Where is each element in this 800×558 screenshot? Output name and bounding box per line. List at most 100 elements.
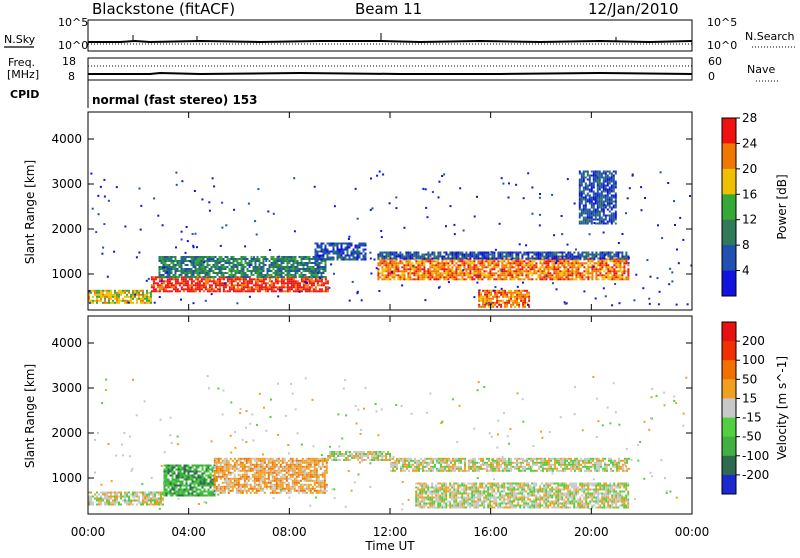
power-cell	[443, 266, 445, 268]
power-cell	[497, 278, 499, 280]
velocity-cell	[158, 498, 160, 500]
power-speckle	[192, 245, 194, 247]
power-cell	[205, 274, 207, 276]
velocity-cell	[266, 488, 268, 490]
velocity-cell	[180, 473, 182, 475]
velocity-cell	[230, 478, 232, 480]
power-cell	[581, 223, 583, 225]
power-cell	[233, 280, 235, 282]
velocity-cell	[270, 460, 272, 462]
power-cell	[605, 217, 607, 219]
velocity-cell	[216, 468, 218, 470]
power-cell	[471, 252, 473, 254]
power-cell	[179, 266, 181, 268]
power-cell	[289, 274, 291, 276]
power-speckle	[186, 226, 188, 228]
power-cell	[315, 270, 317, 272]
power-cell	[215, 260, 217, 262]
velocity-cell	[178, 485, 180, 487]
power-cell	[493, 258, 495, 260]
power-speckle	[539, 214, 541, 216]
power-cell	[591, 260, 593, 262]
power-cell	[275, 270, 277, 272]
power-cell	[555, 254, 557, 256]
velocity-cell	[244, 464, 246, 466]
velocity-cell	[270, 462, 272, 464]
power-cell	[385, 268, 387, 270]
power-cell	[225, 256, 227, 258]
power-y-tick-label: 4000	[51, 132, 82, 146]
power-cell	[435, 270, 437, 272]
power-cell	[239, 288, 241, 290]
power-cell	[411, 272, 413, 274]
power-cell	[583, 223, 585, 225]
power-cell	[255, 268, 257, 270]
power-cell	[136, 298, 138, 300]
power-cell	[241, 256, 243, 258]
velocity-cell	[182, 495, 184, 497]
power-cell	[150, 302, 152, 304]
power-cell	[486, 298, 488, 300]
power-cell	[187, 282, 189, 284]
velocity-cell	[152, 494, 154, 496]
power-speckle	[622, 233, 624, 235]
power-cell	[159, 284, 161, 286]
power-cell	[191, 290, 193, 292]
velocity-cell	[222, 490, 224, 492]
velocity-cell	[106, 494, 108, 496]
power-speckle	[539, 193, 541, 195]
velocity-cell	[272, 474, 274, 476]
velocity-cell	[184, 475, 186, 477]
power-cell	[299, 276, 301, 278]
power-cell	[557, 272, 559, 274]
power-cell	[323, 290, 325, 292]
velocity-cell	[222, 468, 224, 470]
power-cell	[237, 286, 239, 288]
velocity-cell	[168, 471, 170, 473]
power-cell	[419, 262, 421, 264]
power-cell	[619, 274, 621, 276]
power-colorbar-swatch	[722, 194, 736, 220]
power-region-6	[478, 290, 530, 308]
power-speckle	[314, 186, 316, 188]
power-cell	[389, 278, 391, 280]
power-cell	[106, 294, 108, 296]
power-cell	[543, 278, 545, 280]
power-cell	[285, 274, 287, 276]
power-cell	[277, 260, 279, 262]
power-cell	[401, 254, 403, 256]
velocity-cell	[174, 467, 176, 469]
power-cell	[237, 268, 239, 270]
power-cell	[475, 254, 477, 256]
power-cell	[477, 262, 479, 264]
power-cell	[291, 270, 293, 272]
power-cell	[297, 286, 299, 288]
power-speckle	[382, 174, 384, 176]
power-cell	[277, 272, 279, 274]
power-cell	[327, 280, 329, 282]
power-cell	[425, 270, 427, 272]
power-cell	[507, 258, 509, 260]
power-speckle	[649, 303, 651, 305]
power-cell	[579, 266, 581, 268]
power-cell	[429, 274, 431, 276]
velocity-cell	[214, 472, 216, 474]
power-cell	[435, 276, 437, 278]
power-cell	[527, 254, 529, 256]
power-cell	[307, 270, 309, 272]
velocity-cell	[172, 479, 174, 481]
power-cell	[319, 251, 321, 253]
power-cell	[581, 175, 583, 177]
power-cell	[519, 260, 521, 262]
power-colorbar-tick-label: 4	[742, 264, 750, 278]
velocity-cell	[236, 466, 238, 468]
power-cell	[591, 268, 593, 270]
power-cell	[287, 278, 289, 280]
power-cell	[415, 256, 417, 258]
power-cell	[255, 288, 257, 290]
velocity-cell	[240, 488, 242, 490]
power-cell	[209, 276, 211, 278]
velocity-cell	[248, 488, 250, 490]
velocity-cell	[220, 468, 222, 470]
power-y-tick-label: 3000	[51, 177, 82, 191]
